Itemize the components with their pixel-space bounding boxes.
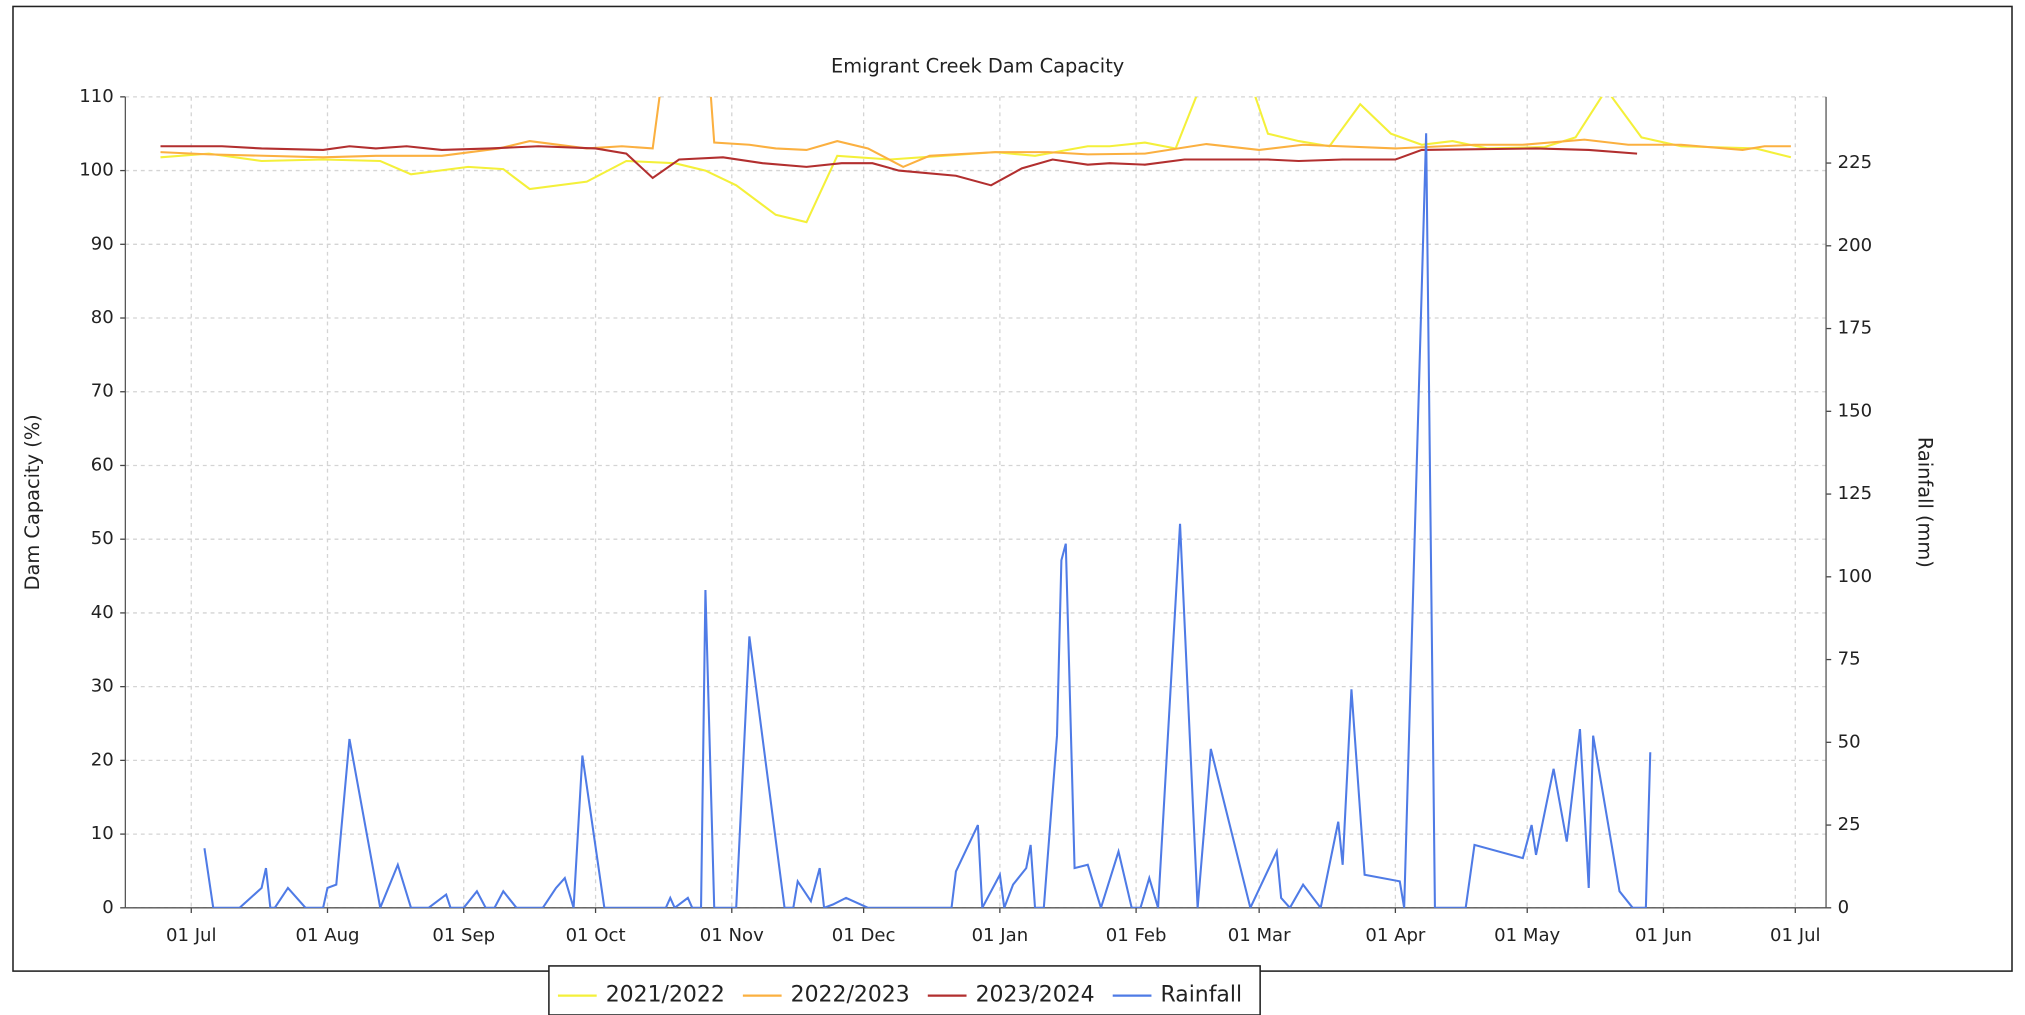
y-tick-label: 110 <box>79 86 113 107</box>
x-tick-label: 01 Jul <box>1770 925 1821 946</box>
series-line <box>160 96 1791 169</box>
y2-tick-label: 175 <box>1838 318 1872 339</box>
legend-label: 2023/2024 <box>976 983 1095 1008</box>
y-tick-label: 10 <box>91 823 114 844</box>
x-tick-label: 01 May <box>1494 925 1560 946</box>
y-tick-label: 20 <box>91 749 114 770</box>
y-tick-label: 70 <box>91 381 114 402</box>
x-tick-label: 01 Jun <box>1635 925 1692 946</box>
y-axis-label: Dam Capacity (%) <box>21 414 44 590</box>
y-tick-label: 0 <box>102 897 114 918</box>
legend: 2021/2022 2022/2023 2023/2024 Rainfall <box>548 965 1261 1015</box>
y-tick-label: 50 <box>91 528 114 549</box>
y-tick-label: 100 <box>79 160 113 181</box>
y-tick-label: 90 <box>91 233 114 254</box>
series-line <box>203 133 1652 908</box>
x-tick-label: 01 Oct <box>566 925 626 946</box>
y-tick-label: 60 <box>91 454 114 475</box>
y2-axis-label: Rainfall (mm) <box>1914 437 1937 568</box>
x-tick-label: 01 Apr <box>1365 925 1426 946</box>
x-tick-label: 01 Aug <box>295 925 359 946</box>
chart-title: Emigrant Creek Dam Capacity <box>831 55 1124 78</box>
series-line <box>160 145 1638 187</box>
y2-tick-label: 100 <box>1838 566 1872 587</box>
x-tick-label: 01 Dec <box>832 925 896 946</box>
y2-tick-label: 0 <box>1838 897 1850 918</box>
x-tick-label: 01 Feb <box>1106 925 1167 946</box>
y-tick-label: 40 <box>91 602 114 623</box>
plot-area <box>160 96 1792 908</box>
x-tick-label: 01 Sep <box>432 925 495 946</box>
chart-border <box>12 5 2013 972</box>
y2-tick-label: 150 <box>1838 400 1872 421</box>
y2-tick-label: 225 <box>1838 152 1872 173</box>
y-tick-label: 80 <box>91 307 114 328</box>
x-tick-label: 01 Jan <box>972 925 1029 946</box>
legend-box <box>548 965 1261 1015</box>
x-tick-label: 01 Mar <box>1228 925 1291 946</box>
legend-label: Rainfall <box>1160 983 1242 1008</box>
legend-label: 2022/2023 <box>791 983 910 1008</box>
y-tick-label: 30 <box>91 676 114 697</box>
y2-tick-label: 50 <box>1838 731 1861 752</box>
x-tick-label: 01 Nov <box>700 925 764 946</box>
y2-tick-label: 125 <box>1838 483 1872 504</box>
y2-tick-label: 25 <box>1838 814 1861 835</box>
y2-tick-label: 200 <box>1838 235 1872 256</box>
y2-tick-label: 75 <box>1838 649 1861 670</box>
x-tick-label: 01 Jul <box>166 925 217 946</box>
legend-label: 2021/2022 <box>606 983 725 1008</box>
